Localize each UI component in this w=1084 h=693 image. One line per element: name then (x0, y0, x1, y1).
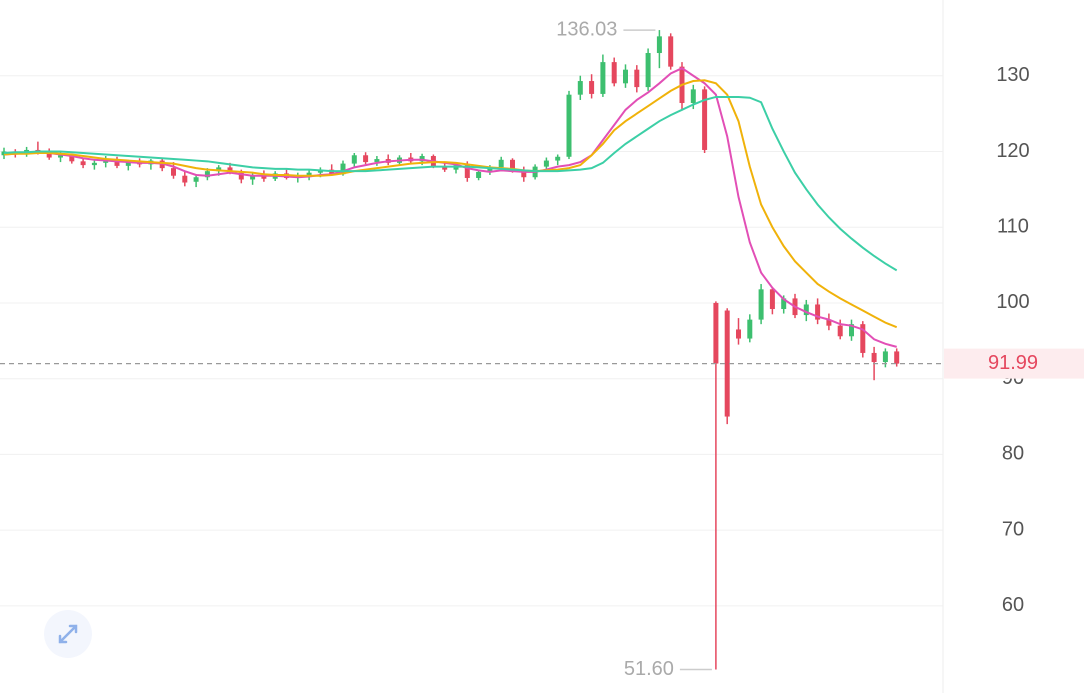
ma-line (3, 79, 898, 329)
candle-body (69, 155, 75, 162)
candle-body (46, 152, 52, 158)
candle-body (80, 161, 86, 166)
candle-body (171, 168, 176, 176)
candle-body (374, 159, 380, 163)
candle-body (261, 174, 267, 179)
candle-body (860, 324, 866, 353)
expand-button[interactable] (44, 610, 92, 658)
candle-body (668, 36, 674, 67)
y-tick-label: 130 (996, 64, 1029, 86)
ma-line (3, 95, 898, 272)
candle-body (363, 155, 369, 163)
y-tick-label: 60 (1002, 594, 1024, 616)
candle-body (894, 351, 900, 364)
candle-body (645, 53, 651, 88)
candle-body (125, 162, 131, 166)
candle-body (1, 151, 7, 156)
candle-body (849, 324, 854, 337)
candle-body (623, 69, 628, 84)
candle-body (589, 81, 595, 94)
candle-body (216, 167, 222, 172)
candle-body (204, 171, 210, 178)
candle-body (634, 69, 640, 88)
candle-body (193, 177, 199, 182)
candle-body (758, 289, 764, 320)
last-price-label: 91.99 (988, 352, 1038, 374)
candle-body (543, 160, 549, 167)
candle-body (476, 171, 482, 178)
candle-body (656, 36, 662, 54)
y-tick-label: 80 (1002, 443, 1024, 465)
y-tick-label: 70 (1002, 518, 1024, 540)
candle-body (464, 165, 470, 178)
candle-body (58, 155, 63, 158)
candle-body (826, 319, 832, 326)
candle-body (114, 159, 120, 166)
candle-body (600, 62, 606, 94)
candle-body (713, 302, 719, 364)
candle-body (781, 298, 787, 310)
y-tick-label: 120 (996, 140, 1029, 162)
candle-body (182, 175, 188, 183)
candles (1, 30, 900, 670)
candle-body (555, 156, 561, 161)
candle-body (702, 89, 708, 150)
y-tick-label: 110 (997, 215, 1029, 237)
candle-body (577, 81, 583, 95)
y-tick-label: 100 (996, 291, 1029, 313)
candle-body (769, 289, 775, 310)
candle-body (442, 166, 448, 170)
candle-body (803, 304, 809, 316)
last-price-bg (944, 348, 1084, 379)
candle-body (306, 172, 312, 176)
min-label: 51.60 (624, 658, 674, 680)
candle-body (498, 159, 504, 168)
candle-body (521, 170, 527, 178)
candle-body (871, 352, 877, 363)
candle-body (611, 62, 617, 84)
grid (0, 75, 943, 607)
max-label: 136.03 (556, 18, 617, 40)
candle-body (250, 174, 256, 180)
candle-body (238, 172, 244, 180)
axis-panel (943, 0, 1084, 693)
candle-body (736, 329, 741, 339)
candle-body (566, 94, 572, 157)
candle-body (487, 167, 493, 172)
expand-icon[interactable] (58, 624, 78, 644)
candle-body (351, 155, 357, 164)
candle-body (510, 159, 515, 171)
candle-body (815, 304, 821, 320)
candle-body (91, 162, 97, 166)
candle-body (419, 156, 425, 162)
candle-body (882, 351, 888, 363)
candle-body (837, 325, 843, 337)
candle-body (724, 310, 730, 417)
candle-body (340, 163, 346, 175)
candle-body (747, 319, 753, 339)
candle-body (690, 89, 696, 104)
candle-body (227, 167, 233, 173)
